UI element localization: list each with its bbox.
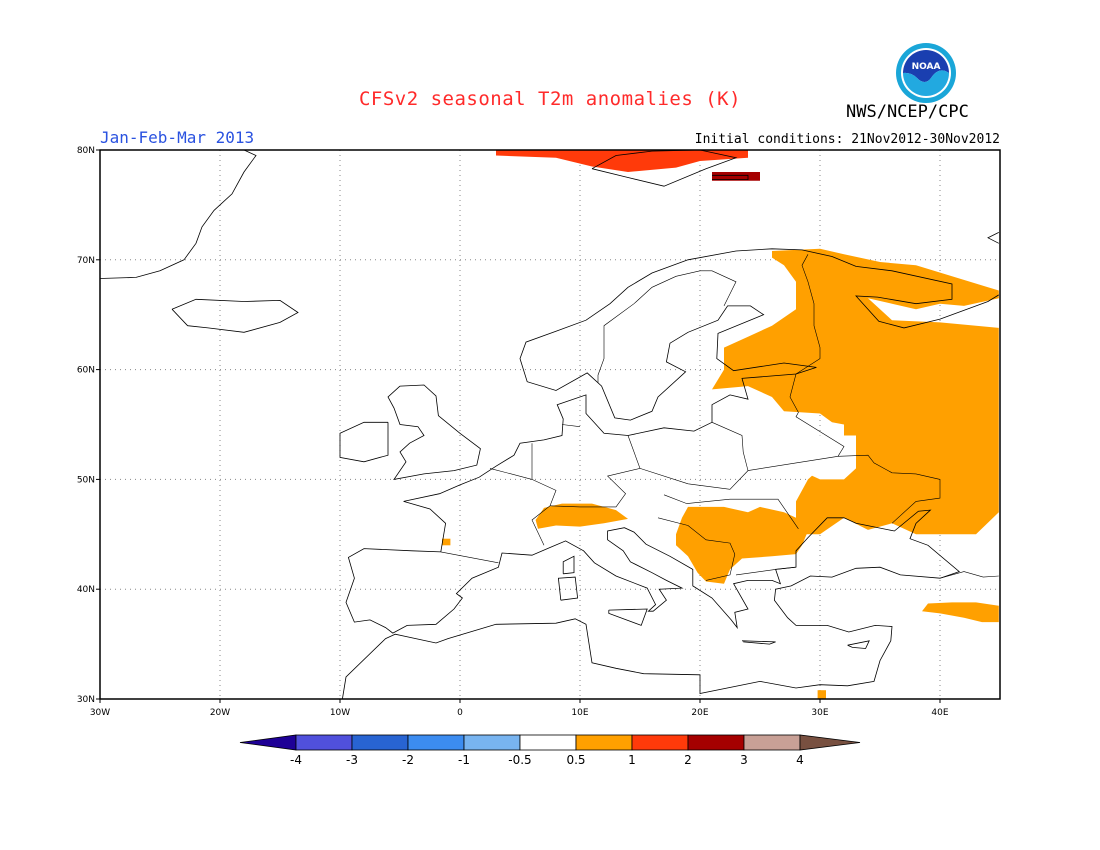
colorbar-box — [407, 734, 465, 751]
anomaly-region — [496, 150, 748, 172]
colorbar-label: 3 — [740, 753, 748, 767]
coastline — [712, 174, 749, 181]
neutral-region — [796, 435, 856, 480]
colorbar-box — [575, 734, 633, 751]
coastline — [591, 149, 738, 187]
x-tick-label: 0 — [457, 708, 463, 718]
chart-title: CFSv2 seasonal T2m anomalies (K) — [358, 88, 742, 110]
colorbar-label: 0.5 — [566, 753, 585, 767]
country-border — [597, 270, 737, 383]
coastline — [99, 149, 257, 279]
y-tick-label: 70N — [77, 256, 95, 266]
anomaly-region — [712, 248, 999, 535]
agency-label: NWS/NCEP/CPC — [846, 102, 969, 122]
coastline — [562, 555, 575, 575]
colorbar-arrow-left — [239, 734, 297, 751]
coastlines — [99, 149, 1000, 700]
colorbar-boxes — [239, 734, 861, 751]
y-tick-label: 30N — [77, 695, 95, 705]
country-border — [939, 571, 999, 579]
x-tick-label: 30E — [811, 708, 828, 718]
coastline — [847, 640, 870, 649]
colorbar-box — [295, 734, 353, 751]
anomaly-region — [922, 602, 999, 623]
colorbar-box — [631, 734, 689, 751]
coastline — [339, 421, 389, 463]
coastline — [342, 509, 960, 700]
colorbar-label: -3 — [346, 753, 358, 767]
logo-text: NOAA — [912, 62, 941, 72]
country-border — [735, 566, 797, 576]
colorbar-label: 2 — [684, 753, 692, 767]
coastline — [608, 608, 648, 626]
y-tick-label: 60N — [77, 366, 95, 376]
coastline — [557, 576, 579, 601]
anomaly-region — [817, 690, 826, 699]
colorbar-arrow-right — [799, 734, 861, 751]
colorbar-label: -1 — [458, 753, 470, 767]
colorbar-label: -4 — [290, 753, 302, 767]
colorbar-labels: -4 -3 -2 -1 -0.5 0.5 1 2 3 4 — [290, 753, 804, 767]
coastline — [987, 232, 999, 244]
country-border — [561, 424, 581, 427]
colorbar-label: 1 — [628, 753, 636, 767]
colorbar-label: 4 — [796, 753, 804, 767]
x-tick-label: 20E — [691, 708, 708, 718]
country-border — [657, 517, 736, 581]
country-border — [440, 551, 499, 564]
colorbar-box — [351, 734, 409, 751]
anomaly-fills — [442, 150, 999, 699]
y-tick-label: 50N — [77, 475, 95, 485]
country-border — [837, 454, 941, 524]
noaa-logo: NOAA — [896, 43, 956, 103]
y-tick-label: 40N — [77, 585, 95, 595]
colorbar-label: -2 — [402, 753, 414, 767]
anomaly-region — [535, 503, 628, 529]
colorbar-box — [519, 734, 577, 751]
x-tick-label: 30W — [90, 708, 110, 718]
anomaly-region — [676, 506, 808, 584]
colorbar-label: -0.5 — [508, 753, 531, 767]
colorbar-box — [743, 734, 801, 751]
forecast-period: Jan-Feb-Mar 2013 — [100, 128, 255, 147]
anomaly-region — [442, 538, 451, 546]
country-border — [747, 373, 845, 471]
colorbar-box — [687, 734, 745, 751]
x-tick-label: 40E — [931, 708, 948, 718]
map-frame — [99, 149, 1001, 700]
x-tick-label: 10E — [571, 708, 588, 718]
coastline — [387, 384, 481, 480]
x-tick-label: 20W — [210, 708, 230, 718]
country-border — [663, 494, 799, 529]
map-axis-ticks: 30W 20W 10W 0 10E 20E 30E 40E 30N 40N 50N 60N 70N 80N — [77, 146, 949, 718]
initial-conditions: Initial conditions: 21Nov2012-30Nov2012 — [694, 132, 1000, 147]
colorbar-box — [463, 734, 521, 751]
coastline — [171, 298, 299, 333]
country-border — [489, 468, 557, 546]
coastline — [741, 640, 776, 645]
x-tick-label: 10W — [330, 708, 350, 718]
country-border — [795, 254, 821, 375]
y-tick-label: 80N — [77, 146, 95, 156]
